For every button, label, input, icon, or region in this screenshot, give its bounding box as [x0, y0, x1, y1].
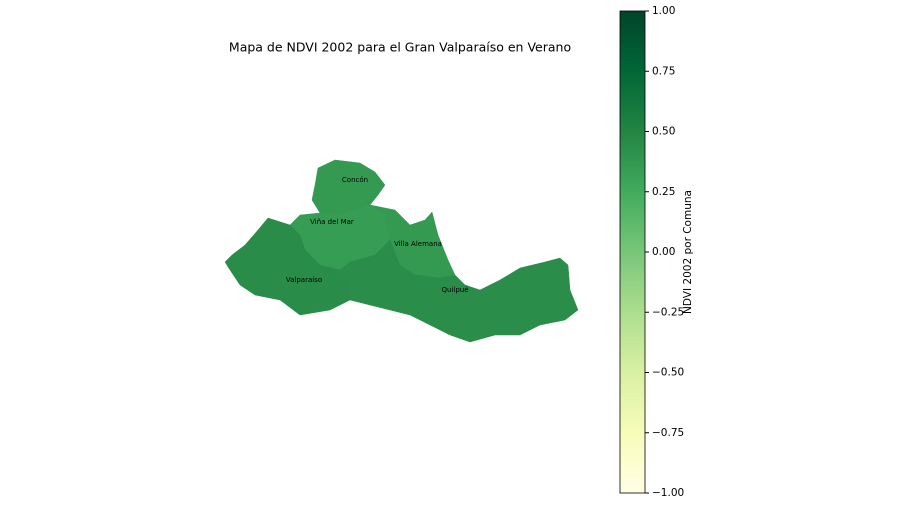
region: [224, 217, 351, 316]
regions: [224, 159, 579, 343]
colorbar-tick-label: −0.25: [652, 306, 684, 318]
region-label: Quilpué: [441, 286, 468, 294]
colorbar-label: NDVI 2002 por Comuna: [682, 190, 694, 314]
region-label: Concón: [342, 176, 368, 184]
colorbar-tick-label: 1.00: [652, 5, 675, 17]
region-label: Villa Alemana: [394, 240, 442, 248]
colorbar-tick-label: 0.25: [652, 186, 675, 198]
region-labels: Concón Viña del Mar Villa Alemana Valparaís…: [286, 176, 469, 294]
region-label: Valparaíso: [286, 276, 322, 284]
region-label: Viña del Mar: [310, 218, 354, 226]
colorbar-tick-label: 0.00: [652, 246, 675, 258]
colorbar-tick-label: −0.50: [652, 367, 684, 379]
region: [339, 239, 579, 343]
map-title: Mapa de NDVI 2002 para el Gran Valparaís…: [229, 40, 571, 55]
colorbar-tick-label: −0.75: [652, 427, 684, 439]
colorbar-tick-label: −1.00: [652, 487, 684, 499]
colorbar-tick-label: 0.75: [652, 65, 675, 77]
colorbar-tick-label: 0.50: [652, 126, 675, 138]
colorbar: [619, 10, 646, 494]
